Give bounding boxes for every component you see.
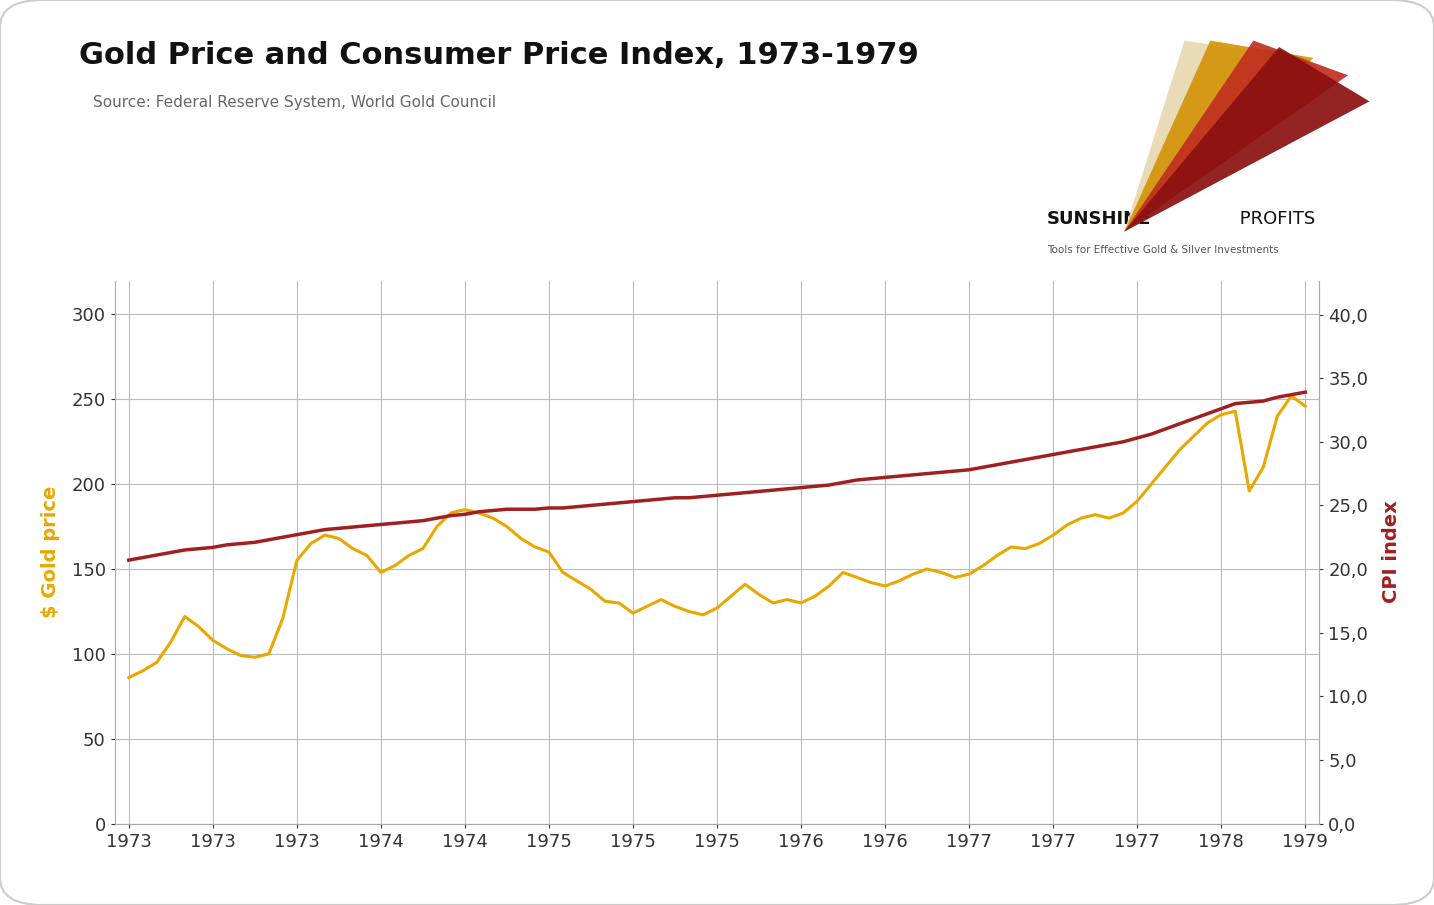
Polygon shape: [1124, 41, 1314, 232]
Text: SUNSHINE: SUNSHINE: [1047, 210, 1152, 228]
Polygon shape: [1124, 47, 1369, 232]
Y-axis label: $ Gold price: $ Gold price: [42, 486, 60, 618]
Polygon shape: [1124, 41, 1271, 232]
Text: Gold Price and Consumer Price Index, 1973-1979: Gold Price and Consumer Price Index, 197…: [79, 41, 919, 70]
Polygon shape: [1124, 41, 1348, 232]
Text: Source: Federal Reserve System, World Gold Council: Source: Federal Reserve System, World Go…: [93, 95, 496, 110]
Y-axis label: CPI index: CPI index: [1382, 500, 1401, 604]
Text: Tools for Effective Gold & Silver Investments: Tools for Effective Gold & Silver Invest…: [1047, 244, 1279, 254]
Text: PROFITS: PROFITS: [1233, 210, 1315, 228]
